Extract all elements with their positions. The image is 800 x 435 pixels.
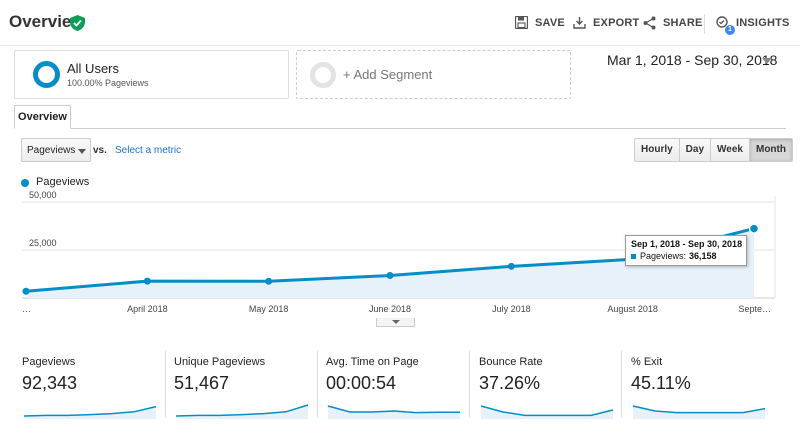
tooltip-label: Pageviews:: [640, 251, 687, 261]
sparkline-line: [23, 405, 157, 417]
sparkline-area: [481, 406, 613, 419]
data-point: [507, 262, 515, 270]
tooltip-row: Pageviews: 36,158: [631, 251, 741, 261]
sparkline-line: [175, 404, 309, 417]
granularity-toggle: Hourly Day Week Month: [634, 138, 793, 162]
share-label: SHARE: [663, 17, 703, 29]
add-segment-label: + Add Segment: [343, 67, 433, 82]
scorecard-bounce-rate[interactable]: Bounce Rate 37.26%: [479, 351, 627, 420]
save-icon: [515, 16, 528, 29]
scorecard-sparkline: [480, 405, 614, 419]
x-tick-label: July 2018: [492, 304, 531, 314]
export-icon: [573, 17, 586, 29]
legend-label: Pageviews: [36, 176, 90, 188]
page-title: Overview: [9, 12, 85, 31]
scorecard-value: 37.26%: [479, 373, 541, 393]
scorecard-label: Bounce Rate: [479, 356, 543, 368]
handle-caret-icon: [392, 320, 400, 324]
tooltip-title: Sep 1, 2018 - Sep 30, 2018: [631, 239, 743, 249]
chart-tooltip: Sep 1, 2018 - Sep 30, 2018 Pageviews: 36…: [625, 235, 747, 266]
tab-overview[interactable]: Overview: [14, 105, 71, 129]
sparkline-line: [632, 405, 766, 414]
scorecard-divider: [621, 351, 622, 417]
tab-baseline: [14, 128, 786, 129]
granularity-hourly-button[interactable]: Hourly: [635, 139, 679, 161]
granularity-day-button[interactable]: Day: [678, 139, 711, 161]
scorecard-pageviews[interactable]: Pageviews 92,343: [22, 351, 170, 420]
chart-resize-handle[interactable]: [376, 318, 415, 327]
segment-all-users[interactable]: All Users 100.00% Pageviews: [14, 50, 289, 99]
save-button[interactable]: SAVE: [515, 16, 565, 29]
scorecard-value: 51,467: [174, 373, 230, 393]
granularity-month-button[interactable]: Month: [748, 139, 792, 161]
legend-dot: [21, 179, 29, 187]
tooltip-swatch: [631, 253, 636, 259]
sparkline-line: [327, 405, 460, 414]
data-point: [386, 272, 394, 280]
export-label: EXPORT: [593, 16, 640, 29]
scorecard-sparkline: [23, 405, 157, 419]
scorecard-unique-pageviews[interactable]: Unique Pageviews 51,467: [174, 351, 322, 420]
sparkline-line: [480, 405, 614, 417]
scorecard-avg-time-on-page[interactable]: Avg. Time on Page 00:00:54: [326, 351, 474, 420]
insights-icon-wrap: 1: [715, 16, 735, 35]
data-point: [265, 277, 273, 285]
insights-label: INSIGHTS: [736, 17, 790, 29]
x-tick-label: June 2018: [369, 304, 411, 314]
empty-segment-ring-icon: [310, 62, 336, 88]
scorecard-exit-rate[interactable]: % Exit 45.11%: [631, 351, 779, 420]
scorecard-divider: [317, 351, 318, 417]
scorecard-label: Pageviews: [22, 356, 76, 368]
insights-count-badge: 1: [725, 25, 735, 35]
x-tick-label: April 2018: [127, 304, 168, 314]
data-point: [748, 223, 760, 234]
segment-detail: 100.00% Pageviews: [67, 78, 149, 88]
scorecard-value: 45.11%: [631, 373, 691, 393]
y-tick-label: 25,000: [29, 238, 57, 248]
scorecard-sparkline: [175, 404, 309, 419]
granularity-week-button[interactable]: Week: [710, 139, 749, 161]
insights-button[interactable]: 1 INSIGHTS: [715, 16, 790, 35]
scorecard-value: 92,343: [22, 373, 78, 393]
scorecard-divider: [165, 351, 166, 417]
scorecard-label: % Exit: [631, 356, 663, 368]
x-tick-label: May 2018: [249, 304, 289, 314]
sparkline-area: [633, 406, 765, 419]
date-range-picker[interactable]: Mar 1, 2018 - Sep 30, 2018: [607, 52, 778, 68]
tooltip-value: 36,158: [689, 251, 717, 261]
segment-ring-icon: [33, 61, 60, 88]
verified-shield-icon: [70, 15, 85, 31]
share-icon: [643, 16, 656, 30]
metric-dropdown-value: Pageviews: [27, 145, 76, 156]
scorecard-value: 00:00:54: [326, 373, 397, 393]
sparkline-area: [24, 406, 156, 419]
toolbar-divider: [704, 14, 705, 34]
x-tick-label: August 2018: [607, 304, 658, 314]
insights-icon: [716, 16, 728, 28]
x-tick-label: Septe…: [738, 304, 771, 314]
select-metric-link[interactable]: Select a metric: [115, 145, 182, 156]
vs-label: vs.: [93, 145, 107, 156]
data-point: [143, 277, 151, 285]
share-button[interactable]: SHARE: [643, 16, 703, 30]
date-range-caret-icon[interactable]: [762, 58, 772, 64]
header-bar: Overview SAVE EXPORT SHARE: [0, 0, 800, 46]
sparkline-area: [328, 406, 460, 419]
save-label: SAVE: [535, 16, 565, 29]
sparkline-area: [176, 405, 308, 419]
data-point: [22, 287, 30, 295]
segment-name: All Users: [67, 61, 120, 76]
add-segment-button[interactable]: + Add Segment: [296, 50, 571, 99]
scorecard-divider: [469, 351, 470, 417]
scorecard-label: Avg. Time on Page: [326, 356, 419, 368]
scorecard-sparkline: [327, 405, 460, 419]
export-button[interactable]: EXPORT: [573, 16, 639, 29]
metric-dropdown[interactable]: Pageviews: [21, 138, 91, 162]
y-tick-label: 50,000: [29, 190, 57, 200]
dropdown-caret-icon: [78, 149, 86, 154]
scorecard-sparkline: [632, 405, 766, 419]
series-area: [26, 228, 754, 298]
x-tick-label: …: [22, 304, 31, 314]
scorecard-label: Unique Pageviews: [174, 356, 266, 368]
